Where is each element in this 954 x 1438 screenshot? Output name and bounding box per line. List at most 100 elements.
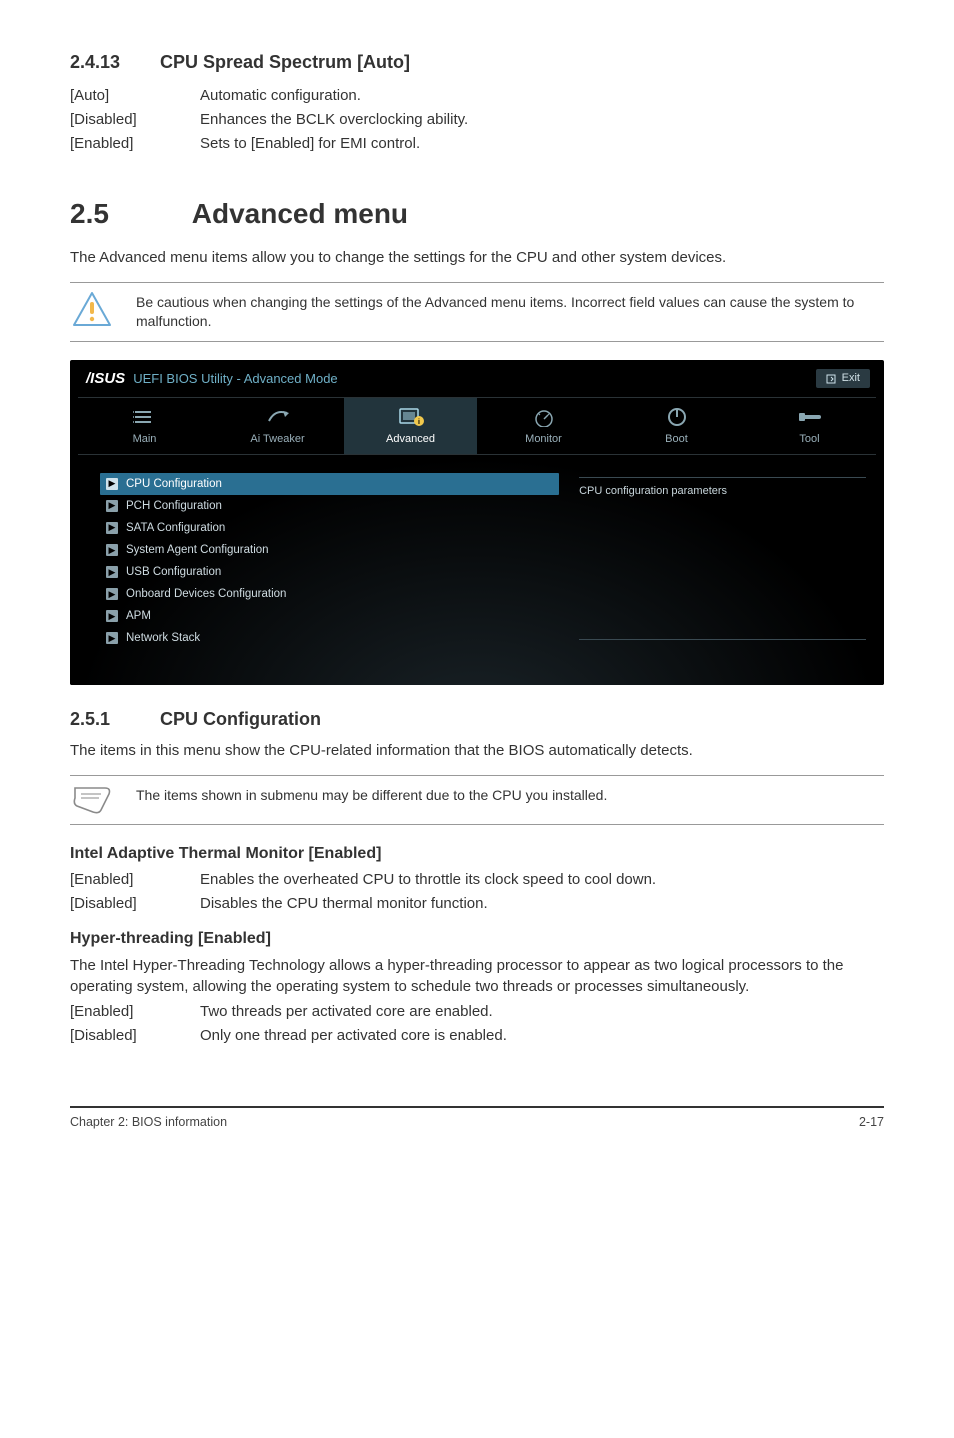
option-key: [Enabled] [70,869,200,890]
bios-item-network-stack[interactable]: ▶ Network Stack [100,627,559,649]
bios-item-label: Onboard Devices Configuration [126,586,286,602]
section-number: 2.4.13 [70,50,155,75]
options-2-4-13: [Auto] Automatic configuration. [Disable… [70,85,884,154]
tab-label: Ai Tweaker [211,432,344,447]
bios-title: /ISUS UEFI BIOS Utility - Advanced Mode [84,368,338,389]
hyper-options: [Enabled] Two threads per activated core… [70,1001,884,1046]
bios-logo: /ISUS [84,368,127,389]
main-icon [78,406,211,428]
chevron-right-icon: ▶ [106,632,118,644]
option-row: [Enabled] Enables the overheated CPU to … [70,869,884,890]
bios-screenshot: /ISUS UEFI BIOS Utility - Advanced Mode … [70,360,884,684]
advanced-icon: i [344,406,477,428]
tab-main[interactable]: Main [78,398,211,453]
bios-item-label: SATA Configuration [126,520,225,536]
thermal-options: [Enabled] Enables the overheated CPU to … [70,869,884,914]
bios-item-cpu-config[interactable]: ▶ CPU Configuration [100,473,559,495]
section-2-4-13-heading: 2.4.13 CPU Spread Spectrum [Auto] [70,50,884,75]
tab-ai-tweaker[interactable]: Ai Tweaker [211,398,344,453]
option-key: [Disabled] [70,893,200,914]
note-icon [70,784,114,814]
boot-icon [610,406,743,428]
note-text: The items shown in submenu may be differ… [136,784,607,805]
option-row: [Disabled] Disables the CPU thermal moni… [70,893,884,914]
warning-callout: Be cautious when changing the settings o… [70,282,884,342]
option-val: Disables the CPU thermal monitor functio… [200,893,884,914]
footer-right: 2-17 [859,1114,884,1132]
chevron-right-icon: ▶ [106,522,118,534]
chevron-right-icon: ▶ [106,478,118,490]
bios-item-label: USB Configuration [126,564,221,580]
option-key: [Disabled] [70,1025,200,1046]
option-val: Sets to [Enabled] for EMI control. [200,133,884,154]
hyper-intro: The Intel Hyper-Threading Technology all… [70,955,884,997]
option-key: [Disabled] [70,109,200,130]
bios-item-label: CPU Configuration [126,476,222,492]
bios-item-label: PCH Configuration [126,498,222,514]
thermal-heading: Intel Adaptive Thermal Monitor [Enabled] [70,843,884,865]
bios-item-label: APM [126,608,151,624]
tab-label: Main [78,432,211,447]
bios-item-system-agent-config[interactable]: ▶ System Agent Configuration [100,539,559,561]
tab-advanced[interactable]: i Advanced [344,398,477,453]
bios-item-onboard-devices-config[interactable]: ▶ Onboard Devices Configuration [100,583,559,605]
bios-item-pch-config[interactable]: ▶ PCH Configuration [100,495,559,517]
section-title: CPU Spread Spectrum [Auto] [160,52,410,72]
bios-item-sata-config[interactable]: ▶ SATA Configuration [100,517,559,539]
option-key: [Enabled] [70,1001,200,1022]
option-key: [Enabled] [70,133,200,154]
bios-menu-list: ▶ CPU Configuration ▶ PCH Configuration … [100,473,559,663]
option-row: [Disabled] Enhances the BCLK overclockin… [70,109,884,130]
exit-icon [826,374,836,384]
option-row: [Auto] Automatic configuration. [70,85,884,106]
hyper-heading: Hyper-threading [Enabled] [70,928,884,950]
option-val: Two threads per activated core are enabl… [200,1001,884,1022]
tab-boot[interactable]: Boot [610,398,743,453]
bios-titlebar: /ISUS UEFI BIOS Utility - Advanced Mode … [70,360,884,393]
section-2-5-1-intro: The items in this menu show the CPU-rela… [70,740,884,761]
bios-help-panel: CPU configuration parameters [579,473,866,663]
section-title: CPU Configuration [160,709,321,729]
tab-monitor[interactable]: Monitor [477,398,610,453]
page-footer: Chapter 2: BIOS information 2-17 [70,1106,884,1132]
chevron-right-icon: ▶ [106,566,118,578]
bios-tabs: Main Ai Tweaker i Advanced Monitor Boot [78,397,876,454]
tab-label: Advanced [344,432,477,447]
option-row: [Disabled] Only one thread per activated… [70,1025,884,1046]
tweaker-icon [211,406,344,428]
bios-exit-button[interactable]: Exit [816,369,870,388]
option-row: [Enabled] Sets to [Enabled] for EMI cont… [70,133,884,154]
bios-body: ▶ CPU Configuration ▶ PCH Configuration … [70,455,884,685]
bios-item-usb-config[interactable]: ▶ USB Configuration [100,561,559,583]
bios-item-apm[interactable]: ▶ APM [100,605,559,627]
warning-icon [70,291,114,327]
chevron-right-icon: ▶ [106,500,118,512]
chevron-right-icon: ▶ [106,610,118,622]
exit-label: Exit [842,371,860,386]
bios-item-label: System Agent Configuration [126,542,269,558]
option-val: Enhances the BCLK overclocking ability. [200,109,884,130]
bios-help-divider [579,639,866,640]
section-number: 2.5.1 [70,707,155,732]
option-row: [Enabled] Two threads per activated core… [70,1001,884,1022]
section-number: 2.5 [70,194,185,233]
tab-tool[interactable]: Tool [743,398,876,453]
svg-text:i: i [418,419,420,426]
footer-left: Chapter 2: BIOS information [70,1114,227,1132]
option-val: Only one thread per activated core is en… [200,1025,884,1046]
tab-label: Tool [743,432,876,447]
section-2-5-heading: 2.5 Advanced menu [70,194,884,233]
tab-label: Monitor [477,432,610,447]
bios-subtitle: UEFI BIOS Utility - Advanced Mode [133,370,337,388]
tab-label: Boot [610,432,743,447]
option-key: [Auto] [70,85,200,106]
section-2-5-1-heading: 2.5.1 CPU Configuration [70,707,884,732]
chevron-right-icon: ▶ [106,588,118,600]
option-val: Enables the overheated CPU to throttle i… [200,869,884,890]
note-callout: The items shown in submenu may be differ… [70,775,884,825]
option-val: Automatic configuration. [200,85,884,106]
section-2-5-intro: The Advanced menu items allow you to cha… [70,247,884,268]
bios-help-text: CPU configuration parameters [579,477,866,499]
bios-item-label: Network Stack [126,630,200,646]
tool-icon [743,406,876,428]
